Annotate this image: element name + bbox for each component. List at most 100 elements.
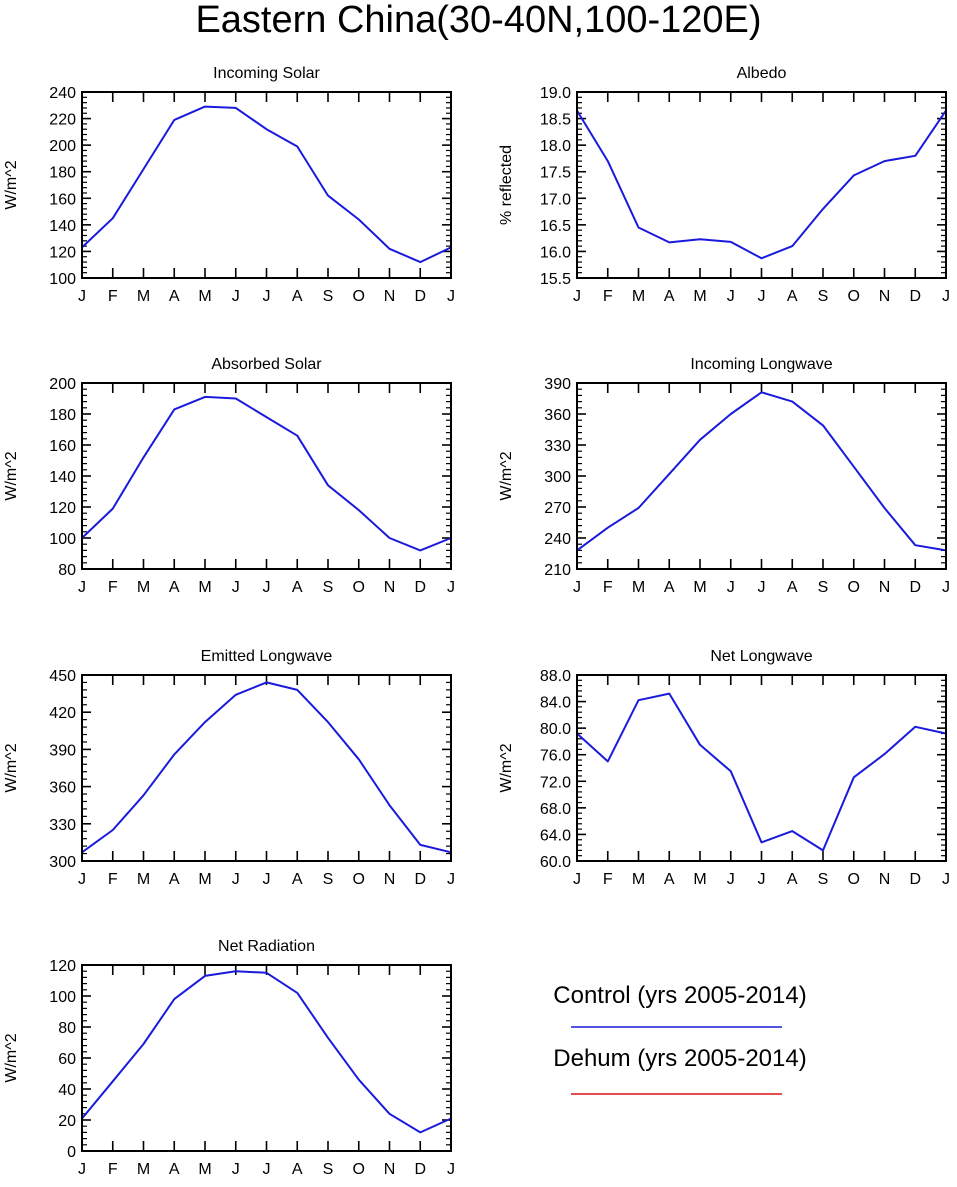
x-tick-label: J [758, 288, 766, 305]
x-tick-label: J [232, 579, 240, 596]
x-tick-label: J [573, 288, 581, 305]
x-tick-label: N [879, 288, 891, 305]
y-tick-label: 270 [544, 500, 571, 517]
x-tick-label: J [232, 288, 240, 305]
y-tick-label: 100 [49, 989, 76, 1006]
y-tick-label: 15.5 [540, 271, 571, 288]
y-tick-label: 100 [49, 531, 76, 548]
x-tick-label: S [818, 871, 829, 888]
x-tick-label: M [198, 288, 211, 305]
y-tick-label: 300 [49, 854, 76, 871]
y-tick-label: 80.0 [540, 721, 571, 738]
y-tick-label: 450 [49, 668, 76, 685]
x-tick-label: M [198, 579, 211, 596]
x-tick-label: M [693, 579, 706, 596]
y-tick-label: 84.0 [540, 695, 571, 712]
series-line-control [81, 395, 452, 552]
x-tick-label: A [292, 1161, 303, 1178]
panel-5: Net Longwave W/m^2 60.0 64.0 68.0 72.0 76.0 80.… [498, 648, 950, 888]
x-tick-label: A [787, 579, 798, 596]
y-tick-label: 240 [49, 85, 76, 102]
y-axis-label: W/m^2 [3, 743, 20, 792]
x-tick-label: N [879, 871, 891, 888]
x-tick-label: N [384, 288, 396, 305]
x-tick-label: D [909, 871, 921, 888]
x-tick-label: J [263, 1161, 271, 1178]
x-tick-label: F [603, 288, 613, 305]
series-line-control [81, 105, 452, 264]
y-tick-label: 390 [544, 376, 571, 393]
y-tick-label: 160 [49, 191, 76, 208]
y-tick-label: 80 [58, 562, 76, 579]
y-axis-label: W/m^2 [498, 743, 515, 792]
y-tick-label: 64.0 [540, 827, 571, 844]
x-tick-label: J [447, 871, 455, 888]
panel-0: Incoming Solar W/m^2 100 120 140 160 180 200 220… [3, 65, 455, 305]
x-tick-label: J [727, 871, 735, 888]
y-tick-label: 19.0 [540, 85, 571, 102]
y-tick-label: 16.5 [540, 218, 571, 235]
x-tick-label: J [573, 871, 581, 888]
y-tick-label: 330 [544, 438, 571, 455]
x-tick-label: N [384, 871, 396, 888]
x-tick-label: F [603, 579, 613, 596]
x-tick-label: D [414, 871, 426, 888]
x-tick-label: F [603, 871, 613, 888]
y-tick-label: 360 [544, 407, 571, 424]
x-tick-label: J [78, 288, 86, 305]
panel-title: Albedo [737, 65, 787, 82]
plot-frame [81, 91, 452, 279]
plot-frame [576, 91, 947, 279]
x-tick-label: O [848, 579, 860, 596]
y-axis-label: % reflected [498, 145, 515, 225]
series-line-control [81, 970, 452, 1134]
y-tick-label: 300 [544, 469, 571, 486]
panel-6: Net Radiation W/m^2 0 20 40 60 80 100 120 J F M A M J J… [3, 938, 455, 1178]
y-tick-label: 20 [58, 1113, 76, 1130]
y-axis-label: W/m^2 [3, 160, 20, 209]
y-tick-label: 17.0 [540, 191, 571, 208]
y-tick-label: 180 [49, 407, 76, 424]
x-tick-label: J [263, 871, 271, 888]
y-tick-label: 120 [49, 500, 76, 517]
x-tick-label: N [384, 579, 396, 596]
y-tick-label: 200 [49, 138, 76, 155]
y-tick-label: 140 [49, 469, 76, 486]
panel-4: Emitted Longwave W/m^2 300 330 360 390 420 450 J… [3, 648, 455, 888]
x-tick-label: N [879, 579, 891, 596]
x-tick-label: O [848, 871, 860, 888]
x-tick-label: M [632, 579, 645, 596]
plot-frame [81, 382, 452, 570]
x-tick-label: A [664, 579, 675, 596]
x-tick-label: J [727, 579, 735, 596]
x-tick-label: O [353, 579, 365, 596]
x-tick-label: J [232, 871, 240, 888]
panel-2: Absorbed Solar W/m^2 80 100 120 140 160 180 200 J… [3, 356, 455, 596]
x-tick-label: S [323, 579, 334, 596]
x-tick-label: J [942, 871, 950, 888]
y-tick-label: 18.0 [540, 138, 571, 155]
x-tick-label: A [787, 871, 798, 888]
y-tick-label: 76.0 [540, 748, 571, 765]
y-tick-label: 100 [49, 271, 76, 288]
y-tick-label: 0 [67, 1144, 76, 1161]
x-tick-label: A [292, 871, 303, 888]
y-axis-label: W/m^2 [3, 451, 20, 500]
y-tick-label: 88.0 [540, 668, 571, 685]
y-tick-label: 180 [49, 165, 76, 182]
x-tick-label: M [632, 871, 645, 888]
x-tick-label: M [198, 871, 211, 888]
y-tick-label: 72.0 [540, 774, 571, 791]
legend-entry-dehum: Dehum (yrs 2005-2014) [553, 1045, 807, 1072]
panel-1: Albedo % reflected 15.5 16.0 16.5 17.0 17.5 18.… [498, 65, 950, 305]
x-tick-label: S [323, 288, 334, 305]
x-tick-label: J [758, 579, 766, 596]
plot-frame [81, 674, 452, 862]
y-tick-label: 360 [49, 780, 76, 797]
x-tick-label: A [169, 579, 180, 596]
x-tick-label: O [353, 288, 365, 305]
y-axis-label: W/m^2 [3, 1033, 20, 1082]
x-tick-label: A [169, 288, 180, 305]
panel-title: Net Longwave [710, 648, 812, 665]
